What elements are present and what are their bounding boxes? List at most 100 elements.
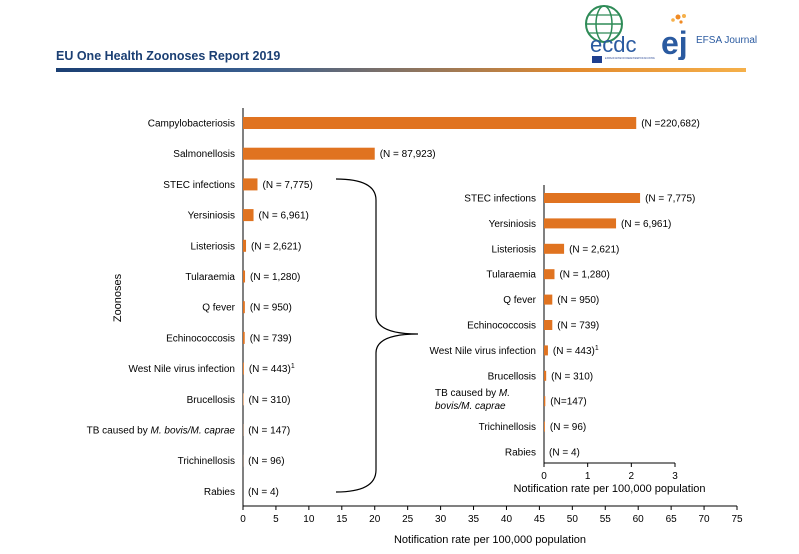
grouping-brace	[335, 178, 419, 493]
data-label: (N = 310)	[248, 395, 290, 406]
category-label: Echinococcosis	[467, 321, 536, 332]
y-axis-title: Zoonoses	[112, 273, 124, 322]
category-label: Yersiniosis	[188, 211, 235, 222]
category-label: Yersiniosis	[489, 219, 536, 230]
globe-icon	[585, 5, 623, 43]
sun-dots-icon	[671, 14, 686, 24]
category-label: Salmonellosis	[173, 149, 235, 160]
bar	[243, 362, 244, 375]
bar	[544, 243, 565, 254]
bar	[544, 320, 553, 330]
x-tick-label: 50	[567, 514, 579, 525]
data-label: (N = 443)1	[553, 345, 599, 357]
category-label: Rabies	[204, 487, 235, 498]
x-tick-label: 0	[240, 514, 246, 525]
x-tick-label: 70	[699, 514, 711, 525]
page-title: EU One Health Zoonoses Report 2019	[56, 49, 281, 63]
data-label: (N = 1,280)	[250, 272, 300, 283]
bar	[243, 331, 245, 344]
bar	[243, 239, 247, 252]
eu-flag-icon	[592, 56, 602, 63]
x-tick-label: 65	[666, 514, 678, 525]
x-tick-label: 25	[402, 514, 414, 525]
data-label: (N = 6,961)	[621, 219, 671, 230]
bar	[544, 370, 547, 381]
x-tick-label: 75	[731, 514, 743, 525]
x-tick-label: 30	[435, 514, 447, 525]
header-divider	[56, 68, 746, 72]
bar	[243, 209, 254, 222]
data-label: (N =220,682)	[641, 119, 700, 130]
data-label: (N = 2,621)	[251, 241, 301, 252]
x-tick-label: 35	[468, 514, 480, 525]
bar	[243, 117, 637, 129]
category-label: Listeriosis	[492, 244, 536, 255]
data-label: (N = 2,621)	[569, 244, 619, 255]
data-label: (N = 147)	[248, 426, 290, 437]
x-tick-label: 0	[541, 471, 547, 482]
data-label: (N = 96)	[550, 422, 586, 433]
data-label: (N = 87,923)	[380, 149, 436, 160]
category-label: Campylobacteriosis	[148, 119, 235, 130]
bar	[544, 345, 548, 356]
data-label: (N = 739)	[557, 321, 599, 332]
category-label: Listeriosis	[191, 241, 235, 252]
ecdc-logo: ecdc EUROPEAN CENTRE FOR DISEASE PREVENT…	[585, 5, 655, 63]
x-tick-label: 55	[600, 514, 612, 525]
x-tick-label: 1	[585, 471, 591, 482]
x-tick-label: 20	[369, 514, 381, 525]
category-label: Rabies	[505, 448, 536, 459]
category-label: West Nile virus infection	[429, 346, 536, 357]
x-axis-title: Notification rate per 100,000 population	[513, 483, 705, 495]
data-label: (N = 950)	[557, 295, 599, 306]
data-label: (N = 7,775)	[645, 194, 695, 205]
data-label: (N = 443)1	[249, 363, 295, 375]
x-tick-label: 3	[672, 471, 678, 482]
bar	[243, 178, 258, 191]
data-label: (N = 96)	[248, 456, 284, 467]
data-label: (N = 6,961)	[259, 211, 309, 222]
category-label: STEC infections	[464, 194, 536, 205]
category-label: Trichinellosis	[178, 456, 235, 467]
data-label: (N=147)	[550, 397, 586, 408]
bar	[544, 218, 617, 229]
x-tick-label: 60	[633, 514, 645, 525]
ej-logo-caption: EFSA Journal	[696, 35, 757, 46]
category-label: Tularaemia	[185, 272, 235, 283]
category-label: Brucellosis	[488, 371, 536, 382]
category-label: Brucellosis	[187, 395, 235, 406]
bar	[544, 193, 641, 203]
ecdc-logo-subtitle: EUROPEAN CENTRE FOR DISEASE PREVENTION A…	[605, 56, 655, 60]
data-label: (N = 739)	[250, 333, 292, 344]
category-label: Trichinellosis	[479, 422, 536, 433]
x-tick-label: 5	[273, 514, 279, 525]
x-axis-title: Notification rate per 100,000 population	[394, 534, 586, 546]
x-tick-label: 40	[501, 514, 513, 525]
data-label: (N = 310)	[551, 371, 593, 382]
efsa-journal-logo: ej EFSA Journal	[661, 14, 757, 60]
x-tick-label: 15	[336, 514, 348, 525]
data-label: (N = 7,775)	[262, 180, 312, 191]
x-tick-label: 10	[303, 514, 315, 525]
bar	[243, 270, 246, 283]
ej-logo-text: ej	[661, 25, 688, 60]
bar	[544, 421, 545, 432]
category-label: Q fever	[503, 295, 536, 306]
category-label: Echinococcosis	[166, 333, 235, 344]
data-label: (N = 4)	[248, 487, 279, 498]
category-label: Tularaemia	[486, 270, 536, 281]
bar	[544, 396, 546, 407]
category-label: STEC infections	[163, 180, 235, 191]
ecdc-logo-text: ecdc	[590, 32, 636, 57]
category-label: TB caused by M. bovis/M. caprae	[87, 426, 236, 437]
category-label: West Nile virus infection	[128, 364, 235, 375]
bar	[544, 269, 555, 280]
category-label: Q fever	[202, 303, 235, 314]
bar	[243, 301, 245, 314]
bar	[544, 294, 553, 305]
bar	[243, 147, 375, 160]
x-tick-label: 45	[534, 514, 546, 525]
category-label: TB caused by M. bovis/M. caprae	[435, 388, 510, 412]
